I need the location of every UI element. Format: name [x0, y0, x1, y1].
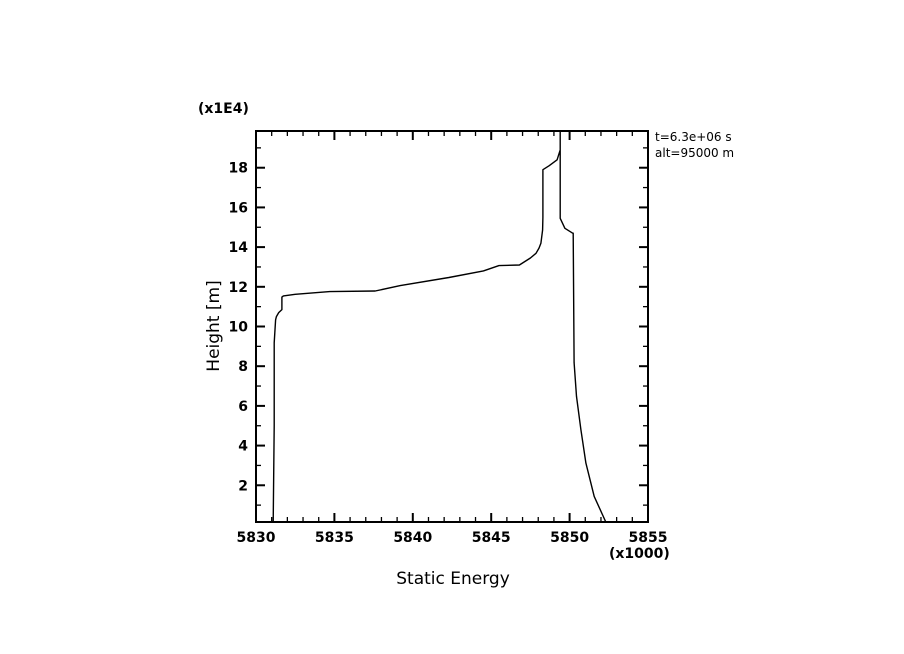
annotation-time: t=6.3e+06 s	[655, 130, 732, 144]
y-tick-label: 14	[229, 240, 249, 256]
y-tick-label: 6	[238, 399, 248, 415]
static-energy-profile-line	[272, 130, 607, 523]
y-tick-labels: 2 4 6 8 10 12 14 16 18	[229, 161, 249, 495]
y-axis-title: Height [m]	[204, 280, 224, 371]
x-multiplier-label: (x1000)	[609, 546, 670, 562]
y-tick-label: 16	[229, 200, 248, 216]
y-tick-label: 18	[229, 161, 248, 177]
y-tick-label: 8	[238, 359, 248, 375]
y-tick-label: 12	[229, 280, 248, 296]
x-tick-label: 5845	[472, 530, 511, 546]
plot-frame	[255, 130, 649, 523]
axis-ticks	[255, 131, 649, 522]
x-tick-label: 5840	[393, 530, 432, 546]
x-tick-label: 5830	[237, 530, 276, 546]
x-tick-label: 5855	[629, 530, 668, 546]
y-tick-label: 4	[238, 439, 248, 455]
y-tick-label: 10	[229, 320, 249, 336]
y-tick-label: 2	[238, 478, 248, 494]
annotation-altitude: alt=95000 m	[655, 146, 734, 160]
x-tick-label: 5835	[315, 530, 354, 546]
x-axis-title: Static Energy	[396, 569, 510, 589]
x-tick-labels: 5830 5835 5840 5845 5850 5855	[237, 530, 668, 546]
x-tick-label: 5850	[550, 530, 589, 546]
plot-area	[272, 130, 607, 523]
y-multiplier-label: (x1E4)	[198, 101, 249, 117]
